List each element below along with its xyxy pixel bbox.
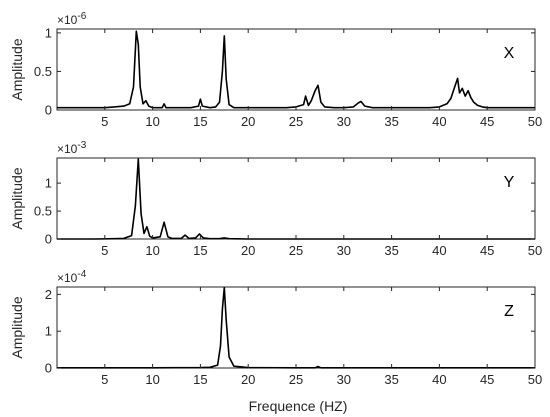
y-exponent-label: ×10-4 [57, 269, 87, 285]
x-tick-label: 10 [145, 114, 159, 129]
x-tick-label: 50 [528, 372, 542, 387]
y-exponent-power: -4 [77, 269, 86, 280]
y-axis-label: Amplitude [9, 38, 25, 100]
x-tick-label: 5 [101, 372, 108, 387]
panel-label: X [504, 45, 515, 62]
panel-label: Y [504, 174, 515, 191]
x-tick-label: 50 [528, 114, 542, 129]
panel-z: 5 10 15 20 25 30 35 40 45 50 0 1 2 ×10-4 Amplitude Z [9, 269, 542, 387]
y-exponent-power: -6 [77, 11, 86, 22]
y-tick-label: 0 [45, 361, 52, 376]
panel-y: 5 10 15 20 25 30 35 40 45 50 0 0.5 1 ×10-3 Amplitude Y [9, 140, 542, 258]
x-tick-label: 5 [101, 114, 108, 129]
x-tick-label: 35 [384, 243, 398, 258]
y-exponent-base: ×10 [57, 13, 78, 27]
y-tick-label: 1 [45, 324, 52, 339]
y-tick-label: 1 [45, 176, 52, 191]
y-tick-label: 1 [45, 25, 52, 40]
x-tick-label: 40 [432, 372, 446, 387]
x-tick-label: 25 [289, 114, 303, 129]
x-tick-label: 20 [241, 243, 255, 258]
x-tick-label: 20 [241, 372, 255, 387]
x-tick-label: 45 [480, 372, 494, 387]
x-tick-label: 45 [480, 243, 494, 258]
axes-frame [56, 28, 536, 111]
axes-frame [56, 286, 536, 369]
y-tick-label: 2 [45, 287, 52, 302]
x-tick-label: 15 [193, 243, 207, 258]
y-exponent-base: ×10 [57, 271, 78, 285]
x-tick-label: 30 [337, 114, 351, 129]
y-tick-label: 0 [45, 232, 52, 247]
series-line [57, 286, 535, 369]
x-tick-label: 5 [101, 243, 108, 258]
panel-x: 5 10 15 20 25 30 35 40 45 50 0 0.5 1 ×10-6 Amplitude X [9, 11, 542, 129]
y-axis-label: Amplitude [9, 167, 25, 229]
x-tick-label: 10 [145, 372, 159, 387]
x-tick-label: 45 [480, 114, 494, 129]
x-axis-label: Frequence (HZ) [249, 398, 348, 414]
x-tick-label: 20 [241, 114, 255, 129]
y-exponent-label: ×10-3 [57, 140, 87, 156]
x-tick-label: 25 [289, 372, 303, 387]
x-tick-label: 15 [193, 114, 207, 129]
y-exponent-base: ×10 [57, 142, 78, 156]
series-line [57, 158, 535, 240]
panel-label: Z [504, 303, 514, 320]
x-tick-label: 50 [528, 243, 542, 258]
y-tick-label: 0 [45, 103, 52, 118]
x-tick-label: 35 [384, 114, 398, 129]
y-exponent-label: ×10-6 [57, 11, 87, 27]
x-tick-label: 40 [432, 114, 446, 129]
x-tick-label: 40 [432, 243, 446, 258]
y-exponent-power: -3 [77, 140, 86, 151]
x-tick-label: 30 [337, 372, 351, 387]
axes-frame [56, 157, 536, 240]
x-tick-label: 15 [193, 372, 207, 387]
x-tick-label: 25 [289, 243, 303, 258]
x-tick-label: 10 [145, 243, 159, 258]
y-axis-label: Amplitude [9, 296, 25, 358]
x-tick-label: 30 [337, 243, 351, 258]
y-tick-label: 0.5 [34, 204, 52, 219]
y-tick-label: 0.5 [34, 64, 52, 79]
x-tick-label: 35 [384, 372, 398, 387]
